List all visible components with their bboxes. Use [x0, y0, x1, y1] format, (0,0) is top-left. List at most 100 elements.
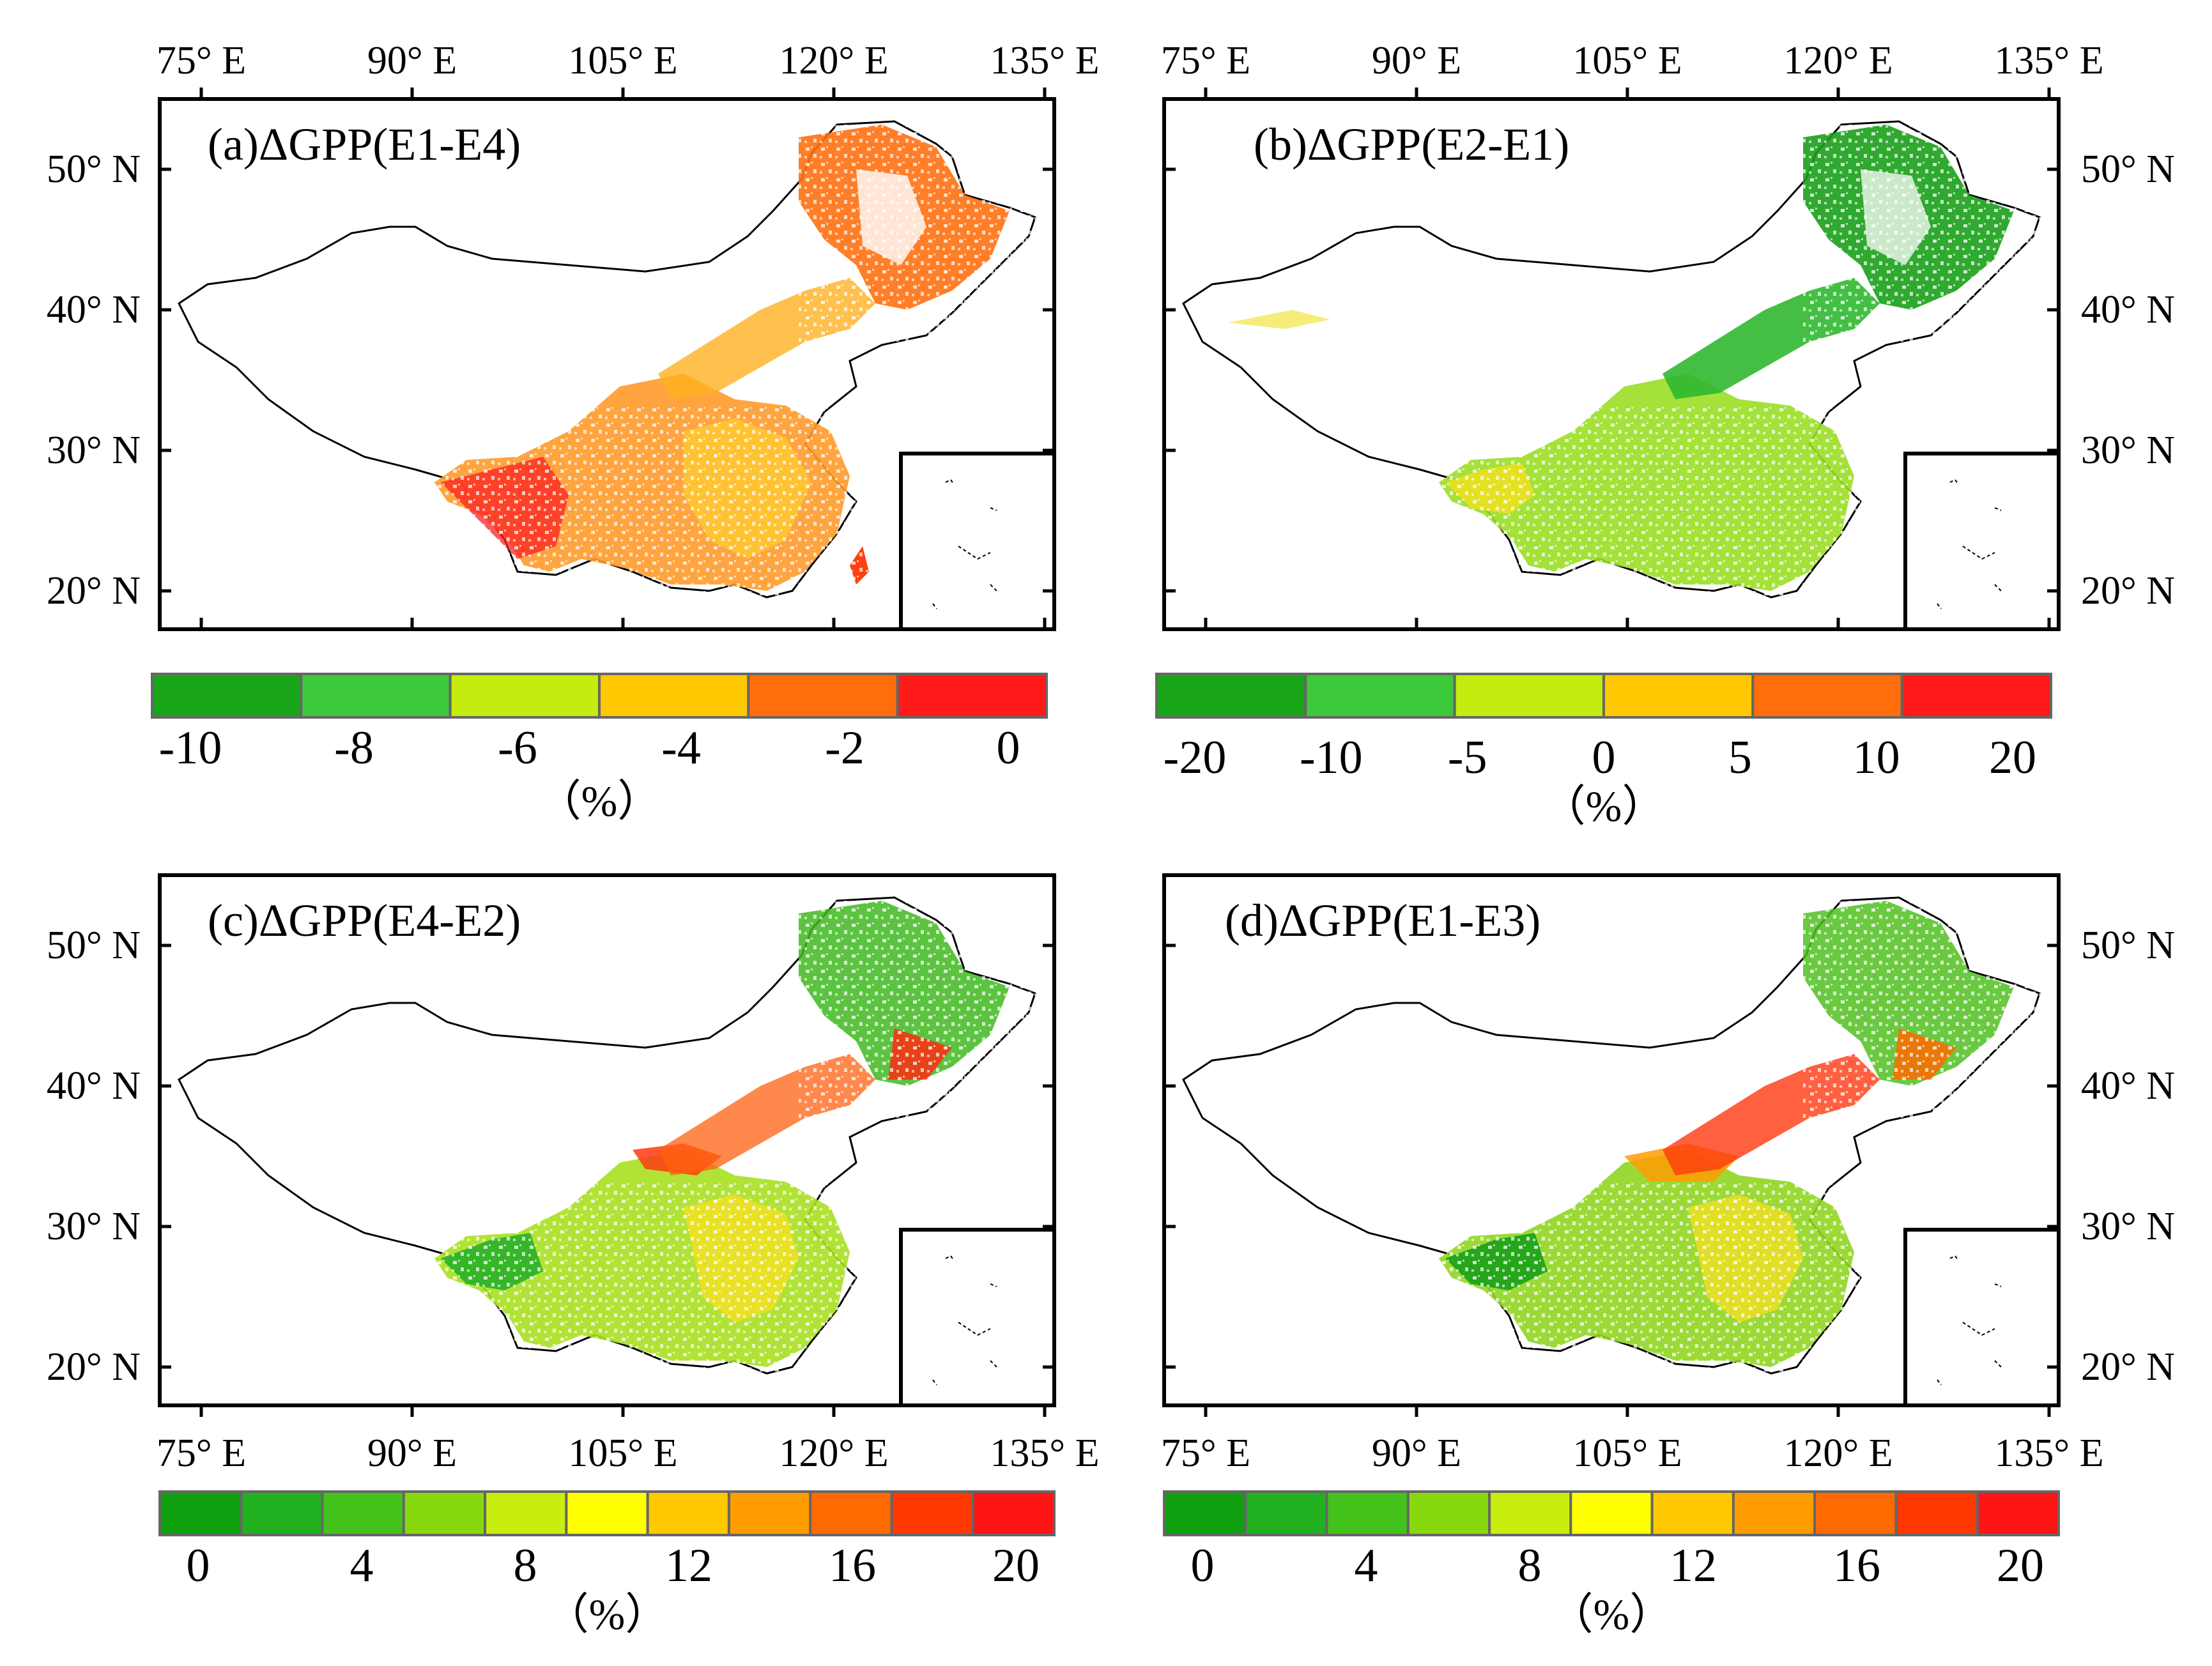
- colorbar-tick-label: 8: [1518, 1540, 1542, 1592]
- colorbar-tick-label: 10: [1853, 731, 1900, 784]
- colorbar-swatch: [402, 1490, 487, 1536]
- colorbar-tick-label: -10: [159, 722, 222, 774]
- colorbar: 0 4 8 12 16 20 （%）: [158, 1490, 1056, 1639]
- lon-tick-label: 105° E: [568, 1432, 677, 1475]
- lat-tick-label: 30° N: [2081, 1205, 2175, 1248]
- colorbar-tick-label: -5: [1448, 731, 1487, 784]
- colorbar-swatch: [449, 673, 601, 719]
- gpp-data-overlay: [1228, 125, 2046, 610]
- colorbar-swatches: [1155, 673, 2053, 719]
- colorbar-tick-label: 8: [514, 1540, 537, 1592]
- lon-axis-bottom: 75° E 90° E 105° E 120° E 135° E: [1161, 1432, 2104, 1475]
- colorbar-swatch: [1602, 673, 1755, 719]
- lon-tick-label: 135° E: [1994, 1432, 2103, 1475]
- colorbar-unit: （%）: [1542, 782, 1666, 830]
- colorbar-swatch: [747, 673, 899, 719]
- lon-tick-label: 90° E: [1372, 39, 1461, 82]
- colorbar: 0 4 8 12 16 20 （%）: [1163, 1490, 2060, 1639]
- colorbar-tick-labels: -10 -8 -6 -4 -2 0: [159, 722, 1020, 774]
- colorbar: -20 -10 -5 0 5 10 20 （%）: [1155, 673, 2053, 830]
- colorbar-unit: （%）: [538, 777, 661, 825]
- colorbar-swatches: [151, 673, 1048, 719]
- lat-tick-label: 40° N: [2081, 1064, 2175, 1108]
- lat-axis-left: 50° N 40° N 30° N 20° N: [47, 924, 141, 1389]
- panel-title: (c)ΔGPP(E4-E2): [208, 895, 521, 946]
- lat-axis-right: 50° N 40° N 30° N 20° N: [2081, 924, 2175, 1389]
- colorbar-tick-label: -4: [661, 722, 701, 774]
- lat-axis-right: 50° N 40° N 30° N 20° N: [2081, 148, 2175, 613]
- frame-ticks: [160, 88, 1054, 629]
- colorbar-swatch: [890, 1490, 974, 1536]
- gpp-data-overlay: [1439, 901, 2046, 1386]
- map-frame: (d)ΔGPP(E1-E3): [1162, 873, 2061, 1417]
- colorbar: -10 -8 -6 -4 -2 0 （%）: [151, 673, 1048, 825]
- lat-tick-label: 30° N: [47, 429, 141, 472]
- gpp-data-overlay: [434, 125, 1041, 610]
- colorbar-swatch: [1304, 673, 1456, 719]
- lon-tick-label: 90° E: [367, 39, 457, 82]
- colorbar-tick-label: 16: [1833, 1540, 1880, 1592]
- colorbar-tick-label: -10: [1300, 731, 1363, 784]
- colorbar-swatch: [151, 673, 303, 719]
- map-frame: (a)ΔGPP(E1-E4): [158, 88, 1056, 631]
- colorbar-tick-labels: 0 4 8 12 16 20: [187, 1540, 1040, 1592]
- colorbar-swatch: [1976, 1490, 2060, 1536]
- lon-tick-label: 135° E: [990, 39, 1099, 82]
- lat-tick-label: 50° N: [2081, 924, 2175, 967]
- colorbar-tick-label: -20: [1164, 731, 1227, 784]
- lon-axis-bottom: 75° E 90° E 105° E 120° E 135° E: [157, 1432, 1100, 1475]
- map-frame: (b)ΔGPP(E2-E1): [1162, 88, 2061, 631]
- frame-ticks: [1164, 88, 2059, 629]
- lat-tick-label: 20° N: [2081, 569, 2175, 613]
- colorbar-tick-label: -2: [825, 722, 864, 774]
- colorbar-swatches: [1163, 1490, 2060, 1536]
- lon-tick-label: 90° E: [367, 1432, 457, 1475]
- colorbar-swatch: [321, 1490, 405, 1536]
- colorbar-tick-labels: 0 4 8 12 16 20: [1191, 1540, 2045, 1592]
- panel-title: (b)ΔGPP(E2-E1): [1254, 119, 1569, 170]
- lat-tick-label: 50° N: [47, 148, 141, 191]
- colorbar-tick-labels: -20 -10 -5 0 5 10 20: [1164, 731, 2036, 784]
- colorbar-tick-label: 20: [1997, 1540, 2044, 1592]
- colorbar-tick-label: 20: [992, 1540, 1040, 1592]
- inset-south-china-sea: [1903, 452, 2059, 629]
- lon-tick-label: 120° E: [1783, 39, 1893, 82]
- lon-tick-label: 120° E: [779, 39, 888, 82]
- panel-title: (a)ΔGPP(E1-E4): [208, 119, 521, 170]
- frame-ticks: [160, 944, 1054, 1417]
- lon-tick-label: 75° E: [157, 39, 246, 82]
- colorbar-swatch: [1244, 1490, 1328, 1536]
- colorbar-swatch: [1813, 1490, 1898, 1536]
- colorbar-swatch: [971, 1490, 1056, 1536]
- colorbar-swatch: [484, 1490, 568, 1536]
- colorbar-tick-label: 4: [350, 1540, 374, 1592]
- colorbar-swatch: [896, 673, 1048, 719]
- colorbar-swatch: [727, 1490, 812, 1536]
- colorbar-tick-label: 0: [1191, 1540, 1215, 1592]
- colorbar-swatch: [1900, 673, 2053, 719]
- inset-south-china-sea: [1903, 1228, 2059, 1405]
- colorbar-swatch: [240, 1490, 324, 1536]
- lat-axis-left: 50° N 40° N 30° N 20° N: [47, 148, 141, 613]
- lon-tick-label: 120° E: [1783, 1432, 1893, 1475]
- lon-tick-label: 135° E: [1994, 39, 2103, 82]
- lat-tick-label: 50° N: [47, 924, 141, 967]
- colorbar-unit: （%）: [546, 1590, 669, 1639]
- lon-axis-top: 75° E 90° E 105° E 120° E 135° E: [157, 39, 1100, 82]
- colorbar-swatch: [565, 1490, 649, 1536]
- colorbar-unit: （%）: [1550, 1590, 1673, 1639]
- colorbar-swatch: [1488, 1490, 1572, 1536]
- colorbar-tick-label: 12: [1670, 1540, 1717, 1592]
- lat-tick-label: 40° N: [2081, 288, 2175, 332]
- gpp-data-overlay: [434, 901, 1041, 1386]
- colorbar-swatch: [300, 673, 452, 719]
- lat-tick-label: 40° N: [47, 1064, 141, 1108]
- panel-title: (d)ΔGPP(E1-E3): [1225, 895, 1540, 946]
- inset-south-china-sea: [899, 1228, 1054, 1405]
- panel-d: (d)ΔGPP(E1-E3) 75° E 90° E 105° E 120° E…: [1161, 873, 2175, 1639]
- lon-tick-label: 75° E: [157, 1432, 246, 1475]
- colorbar-swatch: [158, 1490, 243, 1536]
- lat-tick-label: 40° N: [47, 288, 141, 332]
- colorbar-swatch: [598, 673, 750, 719]
- lon-tick-label: 135° E: [990, 1432, 1099, 1475]
